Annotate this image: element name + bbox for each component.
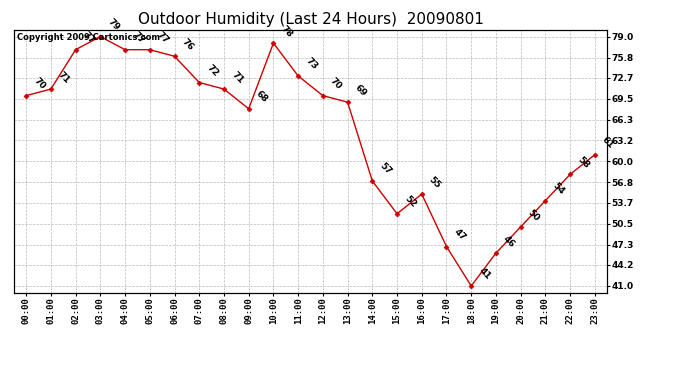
Text: 71: 71 [230, 70, 245, 85]
Text: 52: 52 [402, 194, 418, 210]
Text: 54: 54 [551, 181, 566, 196]
Text: 57: 57 [378, 162, 393, 177]
Text: 79: 79 [106, 17, 121, 32]
Text: 69: 69 [353, 83, 368, 98]
Text: 71: 71 [57, 70, 72, 85]
Text: 50: 50 [526, 208, 542, 223]
Text: 70: 70 [328, 76, 344, 92]
Text: 78: 78 [279, 24, 294, 39]
Text: 77: 77 [130, 30, 146, 45]
Text: 58: 58 [575, 155, 591, 170]
Text: 41: 41 [477, 267, 492, 282]
Text: 76: 76 [180, 37, 195, 52]
Title: Outdoor Humidity (Last 24 Hours)  20090801: Outdoor Humidity (Last 24 Hours) 2009080… [137, 12, 484, 27]
Text: 61: 61 [600, 135, 615, 150]
Text: 73: 73 [304, 57, 319, 72]
Text: 47: 47 [452, 227, 467, 242]
Text: 46: 46 [502, 234, 517, 249]
Text: 55: 55 [427, 175, 442, 190]
Text: 77: 77 [155, 30, 170, 45]
Text: 70: 70 [32, 76, 47, 92]
Text: Copyright 2009 Cartonics.com: Copyright 2009 Cartonics.com [17, 33, 160, 42]
Text: 77: 77 [81, 30, 97, 45]
Text: 68: 68 [254, 89, 270, 105]
Text: 72: 72 [205, 63, 220, 78]
